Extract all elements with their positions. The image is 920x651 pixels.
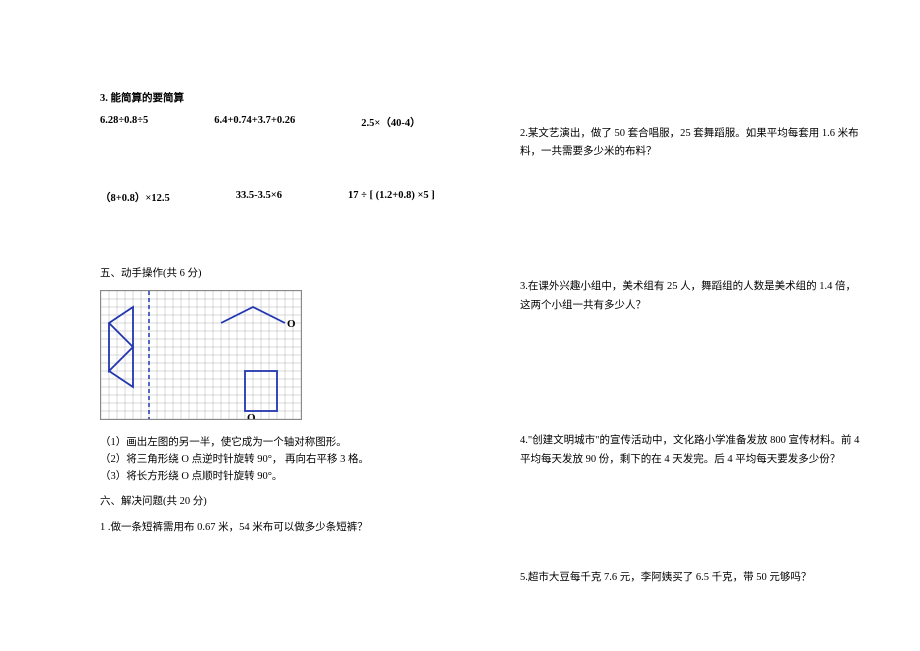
task-1: （1）画出左图的另一半，使它成为一个轴对称图形。 bbox=[100, 434, 480, 449]
right-q3: 3.在课外兴趣小组中，美术组有 25 人，舞蹈组的人数是美术组的 1.4 倍，这… bbox=[520, 278, 860, 316]
section-6-title: 六、解决问题(共 20 分) bbox=[100, 493, 480, 508]
right-q4: 4."创建文明城市"的宣传活动中，文化路小学准备发放 800 宣传材料。前 4 … bbox=[520, 432, 860, 470]
grid-figure: OO bbox=[100, 290, 302, 420]
svg-text:O: O bbox=[287, 318, 296, 330]
task-2: （2）将三角形绕 O 点逆时针旋转 90°， 再向右平移 3 格。 bbox=[100, 451, 480, 466]
expr-2a: （8+0.8）×12.5 bbox=[100, 190, 170, 205]
expr-row-2: （8+0.8）×12.5 33.5-3.5×6 17 ÷ [ (1.2+0.8)… bbox=[100, 190, 480, 205]
right-q2: 2.某文艺演出，做了 50 套合唱服，25 套舞蹈服。如果平均每套用 1.6 米… bbox=[520, 125, 860, 163]
expr-1b: 6.4+0.74+3.7+0.26 bbox=[214, 115, 295, 130]
expr-row-1: 6.28÷0.8÷5 6.4+0.74+3.7+0.26 2.5×（40-4） bbox=[100, 115, 480, 130]
expr-2c: 17 ÷ [ (1.2+0.8) ×5 ] bbox=[348, 190, 435, 205]
expr-2b: 33.5-3.5×6 bbox=[236, 190, 282, 205]
right-q5: 5.超市大豆每千克 7.6 元，李阿姨买了 6.5 千克，带 50 元够吗？ bbox=[520, 569, 860, 588]
svg-text:O: O bbox=[247, 412, 256, 419]
expr-1c: 2.5×（40-4） bbox=[361, 115, 420, 130]
expr-1a: 6.28÷0.8÷5 bbox=[100, 115, 148, 130]
section-5-title: 五、动手操作(共 6 分) bbox=[100, 265, 480, 280]
q6-1: 1 .做一条短裤需用布 0.67 米，54 米布可以做多少条短裤？ bbox=[100, 519, 480, 534]
task-3: （3）将长方形绕 O 点顺时针旋转 90°。 bbox=[100, 468, 480, 483]
q3-title: 3. 能简算的要简算 bbox=[100, 90, 480, 109]
